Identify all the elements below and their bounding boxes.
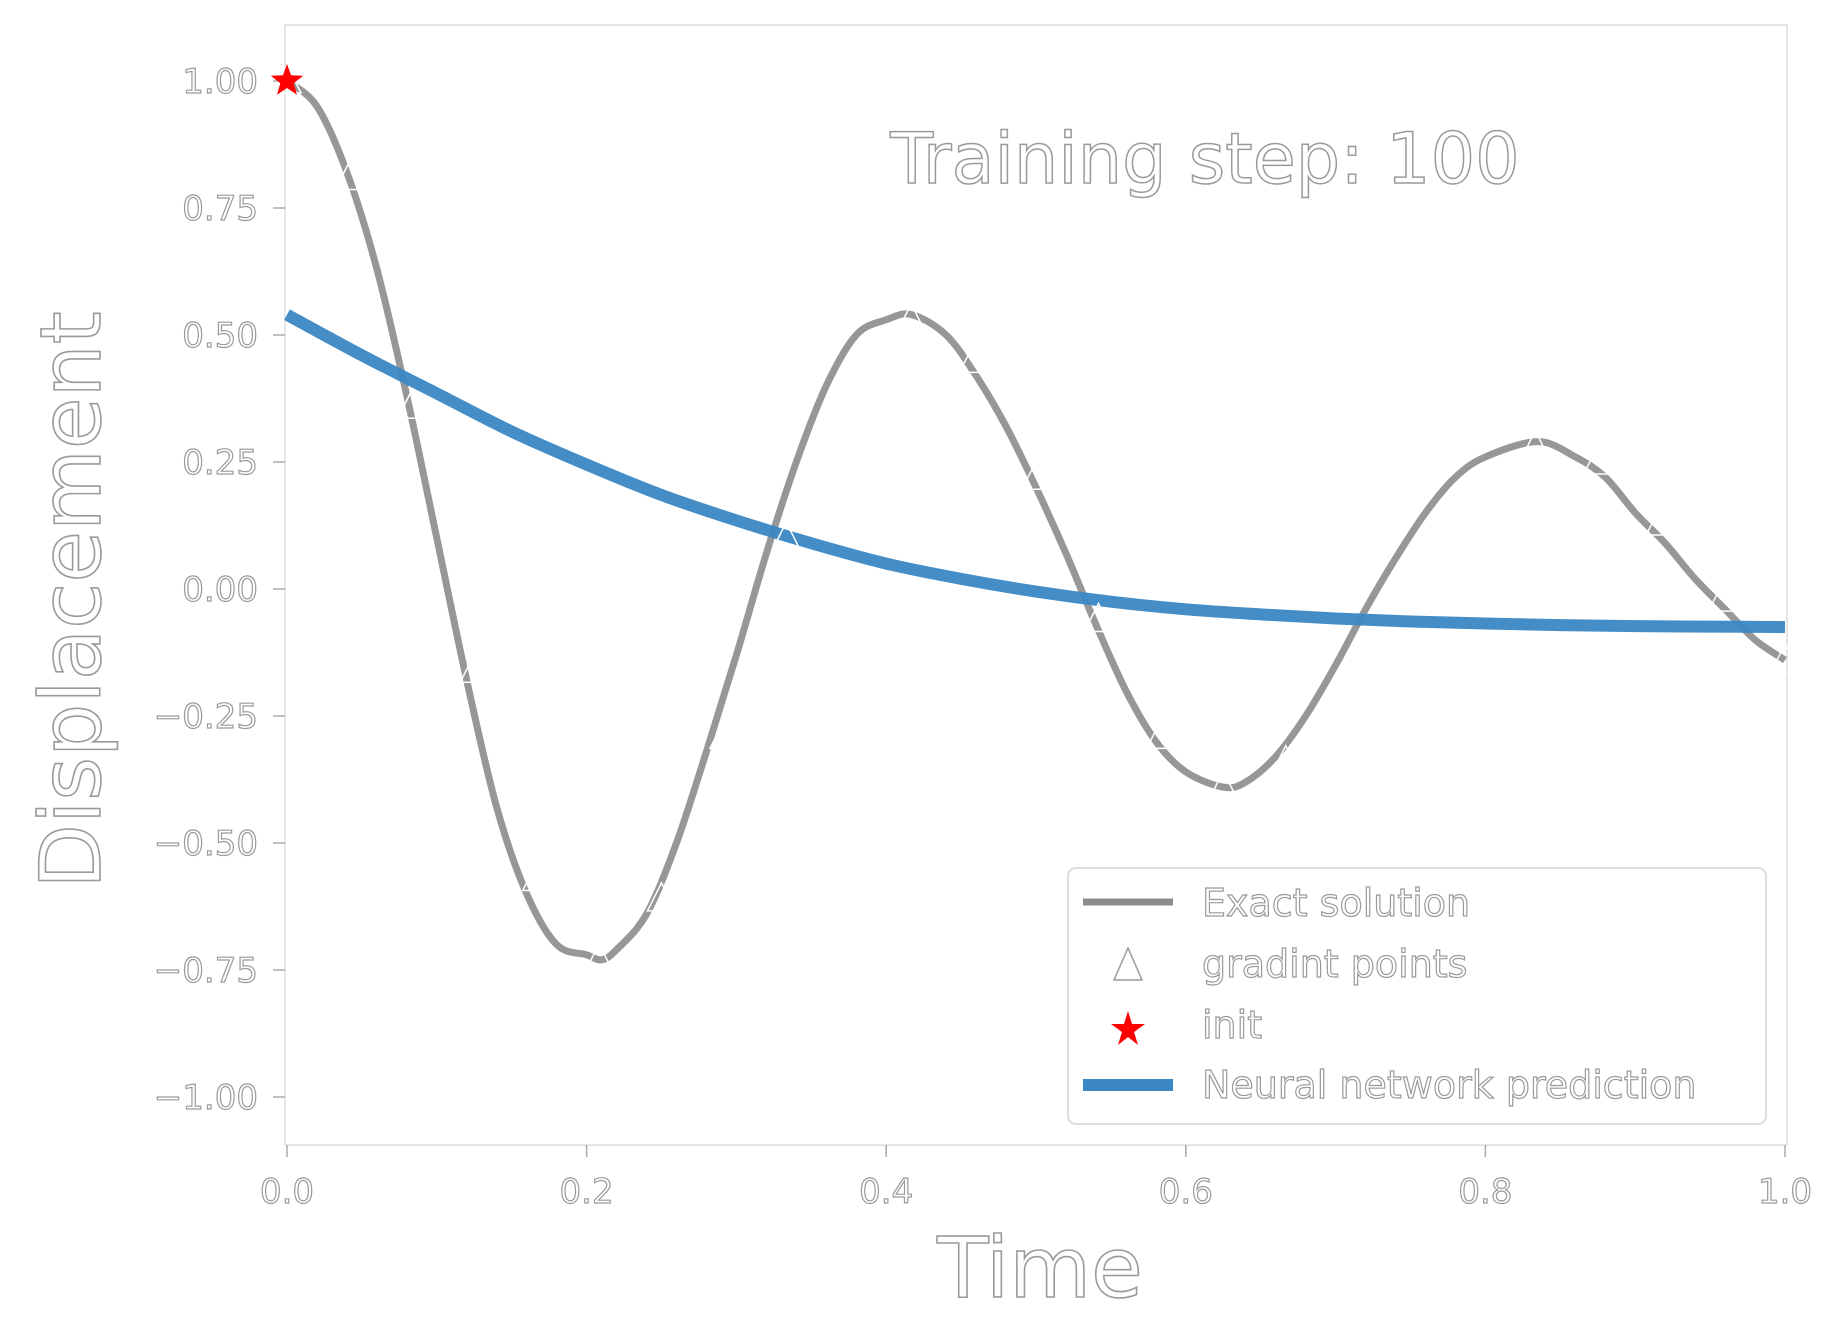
gradint-point-marker (958, 342, 989, 374)
gradint-point-marker (1769, 642, 1801, 673)
y-axis-label: Displacement (22, 311, 120, 888)
x-axis-ticks: 0.0 0.2 0.4 0.6 0.8 1.0 (259, 1145, 1813, 1213)
y-tick-label: 0.75 (182, 189, 258, 229)
gradint-point-marker (646, 881, 677, 912)
gradint-point-marker (1020, 459, 1052, 490)
x-tick-label: 0.4 (859, 1172, 913, 1212)
x-tick-label: 0.0 (260, 1172, 314, 1212)
x-axis-label: Time (936, 1219, 1143, 1317)
gradint-point-marker (459, 652, 490, 684)
y-axis-ticks: 1.00 0.75 0.50 0.25 0.00 −0.25 −0.50 −0.75 −1.00 (153, 61, 285, 1119)
gradint-point-marker (771, 520, 802, 551)
y-tick-label: 0.00 (182, 570, 258, 610)
gradint-point-marker (521, 860, 552, 892)
gradint-point-marker (896, 302, 927, 333)
legend-frame (1067, 867, 1767, 1125)
init-marker (270, 64, 304, 95)
y-tick-label: −1.00 (154, 1078, 258, 1118)
legend-gradint-points-label: gradint points (1202, 942, 1467, 986)
gradint-point-marker (708, 718, 740, 750)
gradint-point-marker (334, 159, 365, 191)
gradint-point-marker (1083, 601, 1114, 633)
x-tick-label: 0.2 (560, 1172, 614, 1212)
y-tick-label: −0.75 (154, 951, 258, 991)
gradint-point-marker (1457, 469, 1489, 501)
y-tick-label: −0.25 (154, 697, 258, 737)
gradint-point-marker (1645, 505, 1676, 536)
legend-init-label: init (1202, 1003, 1262, 1047)
gradint-point-marker (1208, 769, 1239, 800)
series-layer (270, 63, 1801, 973)
neural-network-prediction-line (284, 309, 1786, 634)
gradint-point-marker (1270, 744, 1301, 775)
exact-solution-line (284, 78, 1787, 964)
y-tick-label: −0.50 (154, 824, 258, 864)
gradint-point-marker (1520, 429, 1551, 460)
plot-area-frame (284, 24, 1788, 1146)
gradint-point-marker (396, 388, 427, 419)
gradint-point-marker (1145, 718, 1176, 750)
legend: Exact solution gradint points init Neura… (1067, 867, 1767, 1125)
legend-init-swatch (1111, 1011, 1145, 1045)
x-tick-label: 0.8 (1458, 1172, 1512, 1212)
gradint-point-marker (583, 942, 615, 973)
legend-neural-network-prediction-label: Neural network prediction (1202, 1063, 1696, 1107)
legend-gradint-points-swatch (1112, 946, 1144, 981)
gradint-point-marker (1707, 581, 1738, 612)
x-tick-label: 1.0 (1758, 1172, 1812, 1212)
gradint-point-marker (833, 368, 864, 399)
legend-exact-solution-label: Exact solution (1202, 881, 1470, 925)
y-tick-label: 0.50 (182, 316, 258, 356)
gradint-point-marker (1332, 657, 1364, 689)
gradint-point-marker (1582, 444, 1613, 475)
y-tick-label: 1.00 (182, 62, 258, 102)
y-tick-label: 0.25 (182, 443, 258, 483)
training-step-annotation: Training step: 100 (889, 118, 1519, 200)
gradint-point-marker (1395, 556, 1426, 587)
x-tick-label: 0.6 (1159, 1172, 1213, 1212)
